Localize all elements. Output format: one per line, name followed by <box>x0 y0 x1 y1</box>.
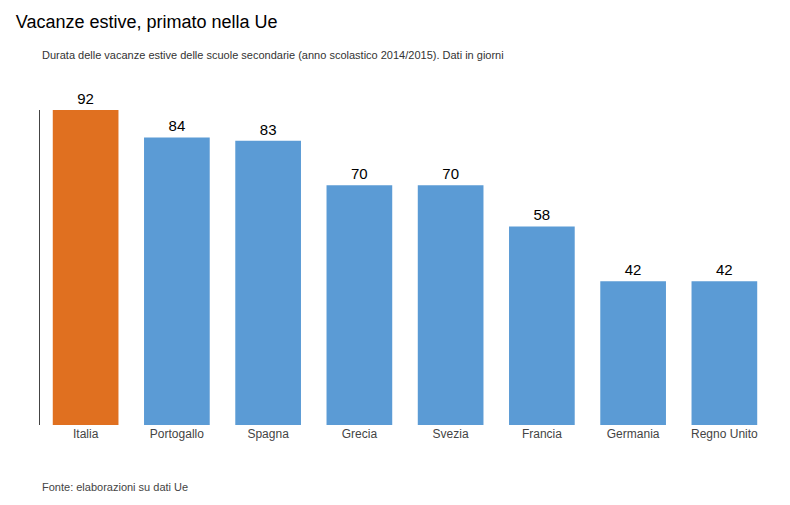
svg-text:83: 83 <box>260 121 277 138</box>
svg-text:Grecia: Grecia <box>342 427 378 441</box>
svg-text:Germania: Germania <box>607 427 660 441</box>
svg-text:Portogallo: Portogallo <box>150 427 204 441</box>
svg-text:Regno Unito: Regno Unito <box>691 427 758 441</box>
svg-text:70: 70 <box>351 165 368 182</box>
svg-text:42: 42 <box>625 261 642 278</box>
svg-text:Italia: Italia <box>73 427 99 441</box>
svg-text:70: 70 <box>442 165 459 182</box>
svg-text:Vacanze estive, primato nella: Vacanze estive, primato nella Ue <box>16 12 278 32</box>
svg-text:Fonte: elaborazioni su dati Ue: Fonte: elaborazioni su dati Ue <box>42 481 188 493</box>
svg-text:Svezia: Svezia <box>433 427 469 441</box>
svg-text:Francia: Francia <box>522 427 562 441</box>
svg-text:Durata delle vacanze estive de: Durata delle vacanze estive delle scuole… <box>42 49 504 61</box>
svg-text:Spagna: Spagna <box>247 427 289 441</box>
svg-text:58: 58 <box>534 206 551 223</box>
svg-text:42: 42 <box>716 261 733 278</box>
svg-text:92: 92 <box>77 90 94 107</box>
svg-text:84: 84 <box>169 117 186 134</box>
